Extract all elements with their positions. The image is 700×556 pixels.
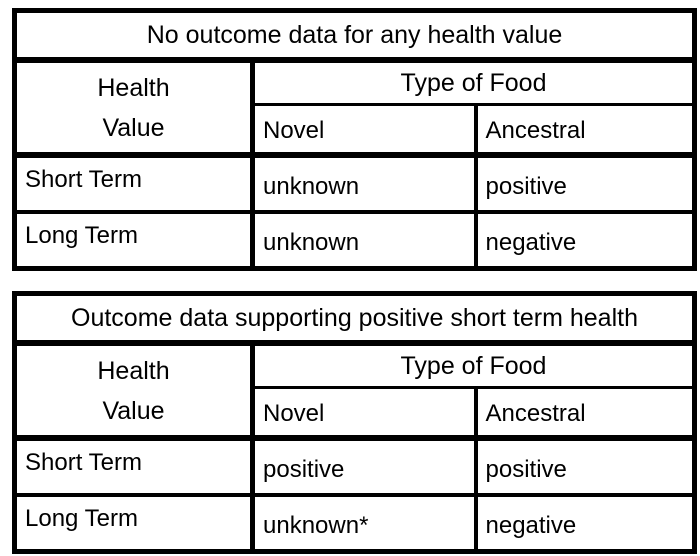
- cell-short-term-ancestral: positive: [473, 153, 697, 214]
- col-header-ancestral: Ancestral: [473, 103, 697, 158]
- col-group-header-type-of-food: Type of Food: [250, 341, 697, 389]
- row-label-short-term: Short Term: [12, 153, 255, 214]
- table-row: Long Term unknown* negative: [12, 493, 697, 554]
- cell-long-term-ancestral: negative: [473, 493, 697, 554]
- cell-long-term-novel: unknown: [250, 210, 478, 271]
- table-title: Outcome data supporting positive short t…: [12, 291, 697, 346]
- row-label-short-term: Short Term: [12, 436, 255, 497]
- cell-short-term-ancestral: positive: [473, 436, 697, 497]
- col-group-header-type-of-food: Type of Food: [250, 58, 697, 106]
- row-group-header-health-value: Health Value: [12, 58, 255, 158]
- table-row: Short Term positive positive: [12, 436, 697, 497]
- table-no-outcome-data: No outcome data for any health value Hea…: [12, 8, 698, 271]
- table-outcome-data-positive-short-term: Outcome data supporting positive short t…: [12, 291, 697, 554]
- table-row: Long Term unknown negative: [12, 210, 697, 271]
- cell-long-term-novel: unknown*: [250, 493, 478, 554]
- row-label-long-term: Long Term: [12, 493, 255, 554]
- cell-short-term-novel: positive: [250, 436, 478, 497]
- col-header-novel: Novel: [250, 386, 478, 441]
- col-header-novel: Novel: [250, 103, 478, 158]
- col-header-ancestral: Ancestral: [473, 386, 697, 441]
- table-title: No outcome data for any health value: [12, 8, 697, 63]
- cell-long-term-ancestral: negative: [473, 210, 697, 271]
- cell-short-term-novel: unknown: [250, 153, 478, 214]
- row-group-header-health-value: Health Value: [12, 341, 255, 441]
- table-row: Short Term unknown positive: [12, 153, 697, 214]
- row-label-long-term: Long Term: [12, 210, 255, 271]
